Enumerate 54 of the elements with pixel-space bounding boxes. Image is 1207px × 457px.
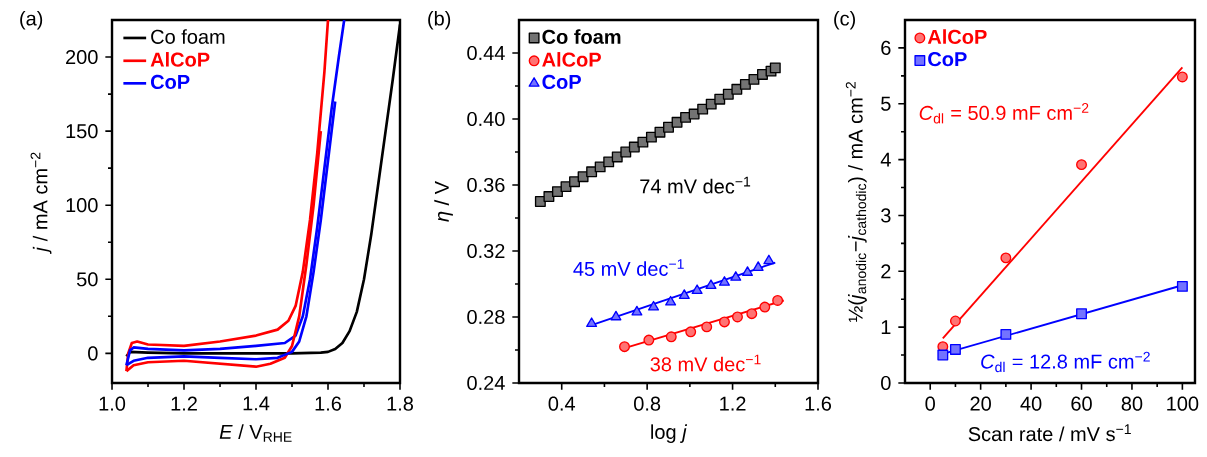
y-tick-label: 0.28 (467, 309, 505, 325)
y-axis-title: j / mA cm$^{−2}$ (30, 152, 52, 254)
legend-label: CoP (542, 74, 581, 90)
x-tick-label: 60 (1071, 396, 1092, 411)
x-axis-title: log j (651, 424, 688, 443)
x-tick-label: 80 (1121, 396, 1143, 411)
y-tick-label: 2 (881, 264, 891, 279)
series-label: C$_{dl}$ = 50.9 mF cm$^{−2}$ (919, 103, 1089, 124)
y-tick-label: 0.32 (467, 243, 505, 259)
y-tick-label: 4 (880, 152, 891, 167)
x-tick-label: 1.8 (387, 396, 414, 411)
legend-label: Co foam (542, 29, 621, 44)
x-axis-title: E / V$_{RHE}$ (219, 424, 292, 442)
y-tick-label: 50 (76, 272, 98, 287)
y-tick-label: 100 (66, 198, 98, 213)
x-tick-label: 20 (970, 396, 991, 411)
x-axis-title: Scan rate / mV s$^{−1}$ (968, 424, 1131, 442)
x-tick-label: 1.2 (171, 396, 197, 411)
y-axis-title: η / V (434, 181, 453, 222)
legend-label: AlCoP (542, 52, 601, 67)
y-tick-label: 0 (881, 375, 891, 391)
y-tick-label: 200 (66, 49, 98, 65)
chart-title: (a) (20, 10, 43, 30)
x-tick-label: 0.4 (548, 396, 576, 411)
y-tick-label: 0.24 (467, 375, 505, 391)
y-tick-label: 6 (881, 40, 891, 55)
chart-title: (b) (428, 10, 451, 30)
legend-label: Co foam (151, 29, 225, 44)
chart-title: (c) (834, 10, 856, 30)
y-tick-label: 0 (88, 346, 98, 361)
x-tick-label: 1.0 (99, 396, 126, 411)
legend-label: CoP (150, 74, 190, 90)
y-tick-label: 150 (66, 124, 98, 139)
x-tick-label: 1.4 (243, 396, 270, 411)
y-tick-label: 1 (881, 320, 891, 335)
x-tick-label: 100 (1167, 396, 1199, 411)
series-label: C$_{dl}$ = 12.8 mF cm$^{−2}$ (981, 351, 1150, 373)
legend-label: AlCoP (927, 29, 987, 44)
y-tick-label: 5 (881, 96, 891, 111)
y-tick-label: 0.44 (467, 45, 505, 61)
y-tick-label: 0.40 (467, 111, 505, 127)
x-tick-label: 0 (925, 396, 935, 411)
x-tick-label: 1.6 (315, 396, 342, 411)
series-label: 38 mV dec$^{−1}$ (650, 354, 761, 372)
x-tick-label: 40 (1020, 396, 1042, 411)
x-tick-label: 0.8 (634, 396, 661, 411)
x-tick-label: 1.2 (720, 396, 746, 411)
y-tick-label: 3 (881, 208, 891, 223)
y-tick-label: 0.36 (467, 177, 505, 193)
annotation: 74 mV dec$^{−1}$ (640, 176, 751, 194)
legend-label: CoP (928, 52, 967, 67)
legend-label: AlCoP (150, 52, 210, 67)
x-tick-label: 1.6 (805, 396, 832, 411)
series-label: 45 mV dec$^{−1}$ (573, 259, 684, 276)
